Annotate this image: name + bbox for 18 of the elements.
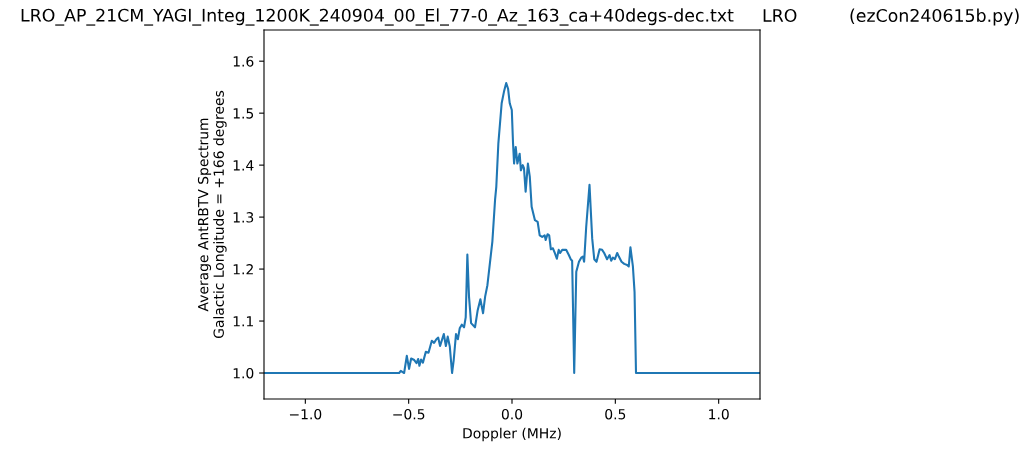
y-tick-label: 1.5 [233,108,254,119]
x-axis-title: Doppler (MHz) [463,427,561,442]
x-tick-label: 1.0 [709,408,729,420]
text: (ezCon240615b.py) [850,8,1019,26]
y-tick-label: 1.0 [233,367,254,379]
y-axis-title: Average AntRBTV Spectrum Galactic Longitude = +166 degrees [197,90,227,339]
y-tick-label: 1.4 [233,160,254,171]
x-tick-label: 0.5 [605,408,626,420]
y-tick-label: 1.1 [233,316,253,327]
line-series [264,81,760,375]
chart-title: LRO_AP_21CM_YAGI_Integ_1200K_240904_00_El_77-0_Az_163_ca+40degs-dec.txt [21,8,734,26]
x-tick-label: 0.0 [501,408,523,420]
y-tick-label: 1.3 [233,212,254,223]
y-tick-label: 1.6 [233,56,254,67]
x-tick-label: −0.5 [393,408,425,420]
y-tick-label: 1.2 [233,264,253,275]
x-tick-label: −1.0 [289,408,322,420]
text: LRO [763,8,797,23]
